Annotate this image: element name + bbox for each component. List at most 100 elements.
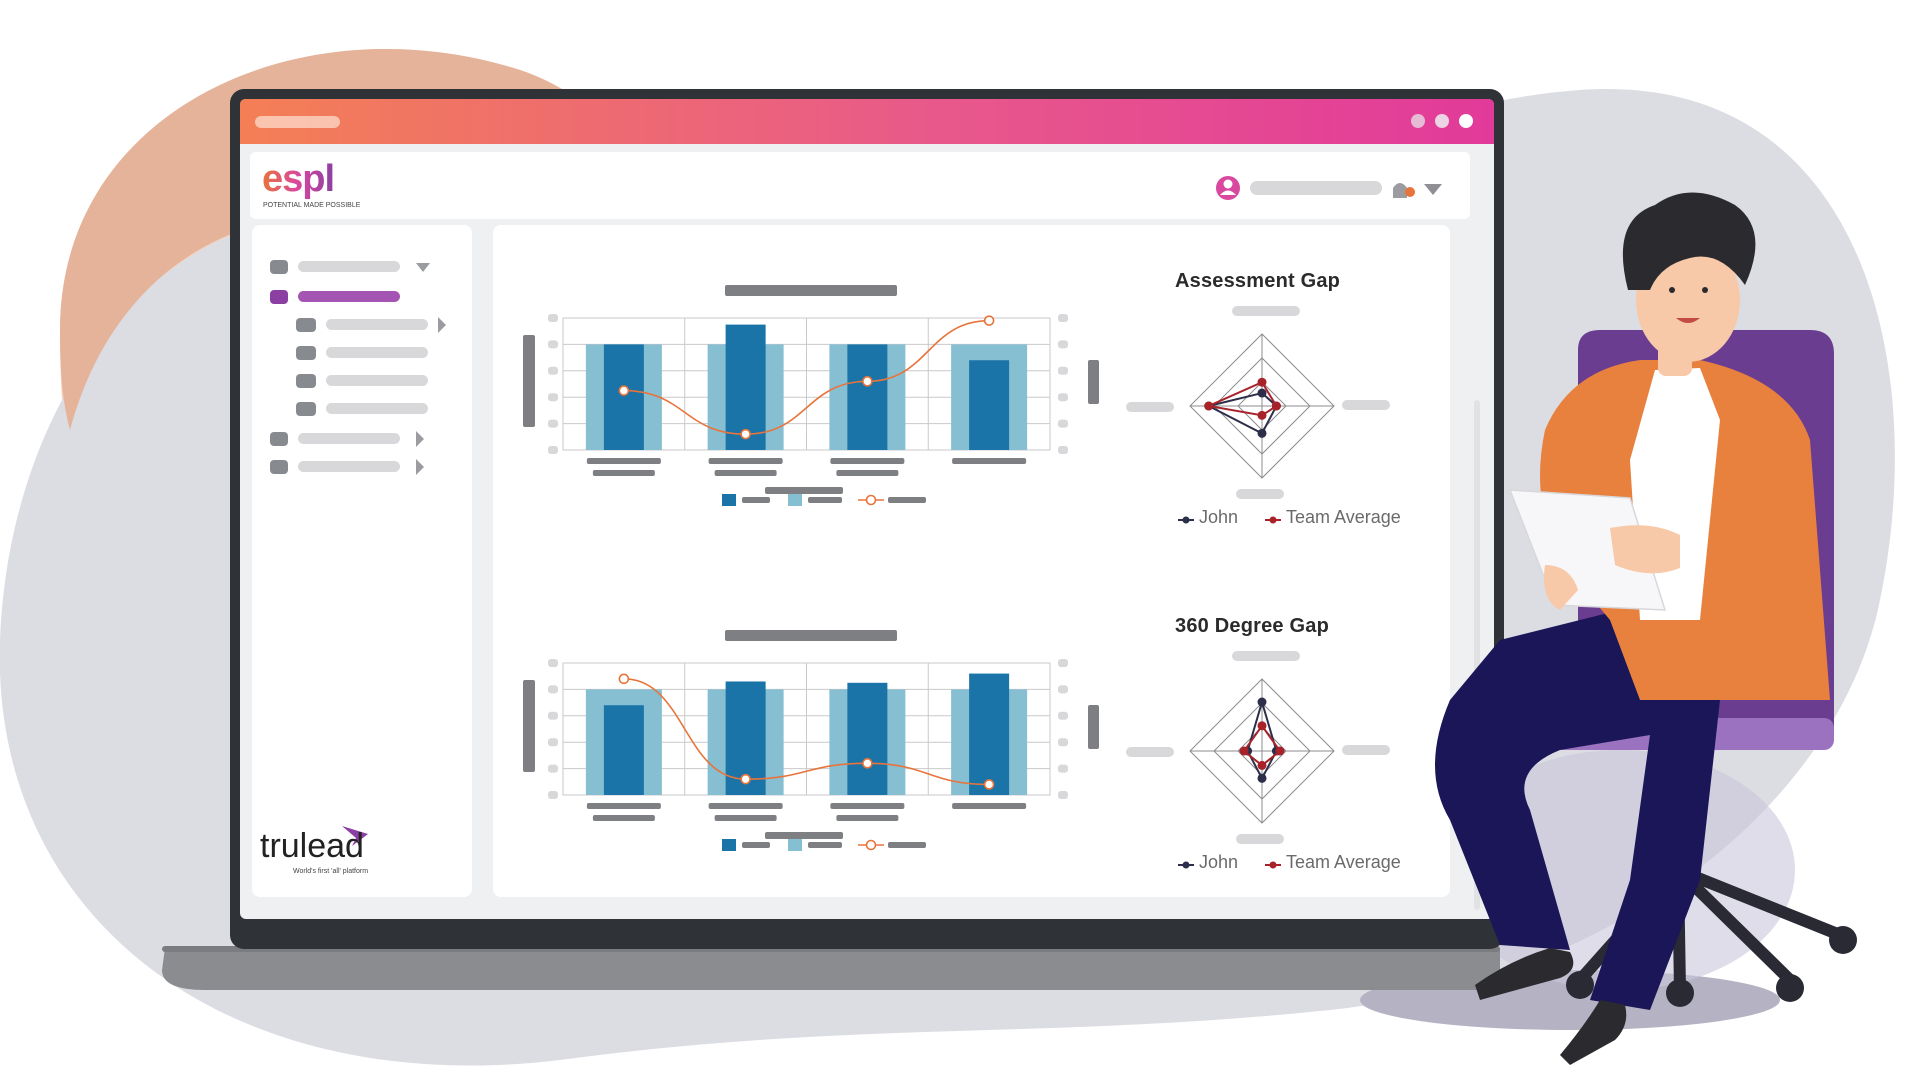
chart-1-ytick-left (548, 393, 558, 402)
window-minimize-button[interactable] (1411, 114, 1425, 128)
app-header (250, 152, 1470, 219)
chart-2-ytick-left (548, 764, 558, 773)
chart-2-xtick-label (708, 803, 783, 809)
chart-1-ytick-right (1058, 314, 1068, 322)
chart-2-ytick-right (1058, 659, 1068, 667)
radar-1-john-point (1257, 388, 1267, 398)
sidebar-subitem-4[interactable] (296, 402, 428, 416)
chart-1-ytick-right (1058, 446, 1068, 454)
chart-2-legend-swatch-light (788, 839, 802, 851)
chart-2-bar-dark (847, 682, 888, 795)
notification-dot (1405, 187, 1415, 197)
chart-2-xlabel (765, 832, 843, 839)
username-placeholder[interactable] (1250, 181, 1382, 195)
chart-1-legend-line-marker (865, 494, 877, 506)
chart-2-line-series (623, 678, 990, 786)
radar-2-legend-markers (1178, 861, 1281, 869)
chart-1-ylabel-left (523, 335, 535, 427)
chart-2-bar-dark (603, 705, 644, 795)
chart-1-xtick-label (952, 458, 1027, 464)
radar-2-axis-labels (1126, 651, 1390, 844)
chart-2-xtick-label (586, 803, 661, 809)
chart-2-legend-label-dark (742, 842, 770, 848)
chart-1-ytick-right (1058, 366, 1068, 375)
sidebar-subitem-2[interactable] (296, 346, 428, 360)
radar-1-axis-labels (1126, 306, 1390, 499)
chart-1-ytick-left (548, 314, 558, 322)
eye-right (1702, 287, 1708, 293)
chart-1-xtick-label-line2 (714, 470, 777, 476)
chart-1-line-point (618, 385, 630, 396)
chart-1-legend-label-light (808, 497, 842, 503)
chart-2-bar-dark (969, 673, 1010, 795)
trulead-logo: trulead (260, 827, 364, 865)
window-close-button[interactable] (1459, 114, 1473, 128)
chart-1-xtick-label-line2 (592, 470, 655, 476)
chart-1-legend-swatch-dark (722, 494, 736, 506)
chevron-down-icon[interactable] (1424, 184, 1442, 195)
user-avatar-head (1223, 179, 1233, 189)
sidebar-subitem-1[interactable] (296, 317, 446, 333)
person-illustration (1435, 192, 1830, 1065)
chart-2-ytick-right (1058, 764, 1068, 773)
chart-2-xtick-label-line2 (592, 815, 655, 821)
notification-bell-icon[interactable] (1393, 183, 1407, 198)
chart-2-xtick-label (830, 803, 905, 809)
radar-chart-360 (1189, 678, 1335, 824)
chart-2-line-point (983, 779, 995, 790)
chart-2-line-point (740, 773, 751, 785)
chart-1-frame (523, 285, 1099, 494)
radar-2-legend-team-average: Team Average (1286, 852, 1401, 872)
chart-1-ytick-right (1058, 419, 1068, 428)
chart-1-xtick-label (708, 458, 783, 464)
mouth (1676, 318, 1700, 323)
chart-1-bar-dark (847, 344, 888, 450)
right-shoe (1560, 1000, 1627, 1065)
radar-1-team-average-point (1271, 401, 1281, 411)
chart-1-line-series (623, 319, 990, 435)
radar-1-legend-team-average: Team Average (1286, 507, 1401, 527)
chart-2-line-point (862, 758, 873, 769)
chart-2-xtick-label (952, 803, 1027, 809)
trulead-tagline: World's first 'all' platform (293, 868, 369, 875)
sidebar-item-2[interactable] (270, 431, 424, 447)
sidebar-item-active[interactable] (270, 290, 400, 304)
sidebar-subitem-3[interactable] (296, 374, 428, 388)
window-maximize-button[interactable] (1435, 114, 1449, 128)
chart-2-ytick-right (1058, 711, 1068, 720)
chart-2-ytick-left (548, 685, 558, 694)
chart-1-xlabel (765, 487, 843, 494)
chart-2 (548, 659, 1068, 851)
radar-1-team-average-point (1204, 401, 1214, 411)
window-title-placeholder (255, 116, 340, 128)
espl-logo-text: espl (262, 158, 335, 200)
radar-2-team-average-point (1257, 760, 1267, 770)
chevron-right-icon (416, 431, 424, 447)
sidebar-item-1[interactable] (270, 260, 430, 274)
radar-2-team-average-point (1239, 746, 1249, 756)
radar-chart-assessment (1189, 333, 1335, 479)
legs (1435, 610, 1720, 1010)
assessment-gap-title: Assessment Gap (1175, 270, 1341, 292)
hair (1622, 192, 1756, 290)
chart-1-line-point (983, 315, 995, 326)
sidebar-item-3[interactable] (270, 459, 424, 475)
chart-2-frame (523, 630, 1099, 839)
chart-1-ytick-right (1058, 340, 1068, 349)
chart-2-ytick-right (1058, 791, 1068, 799)
left-shoe (1475, 948, 1574, 1000)
chart-1-legend-swatch-light (788, 494, 802, 506)
radar-1-team-average-point (1257, 410, 1267, 420)
chart-2-ytick-left (548, 738, 558, 747)
chart-2-ytick-right (1058, 685, 1068, 694)
chart-2-ylabel-left (523, 680, 535, 772)
hand-right (1610, 525, 1680, 574)
chevron-right-icon (438, 317, 446, 333)
espl-logo: espl (262, 158, 335, 201)
chart-1-bar-dark (969, 360, 1010, 450)
degree-360-gap-title: 360 Degree Gap (1175, 615, 1329, 637)
hand-left (1544, 565, 1578, 610)
trulead-logo-arrow (342, 826, 368, 846)
chart-2-ytick-left (548, 711, 558, 720)
